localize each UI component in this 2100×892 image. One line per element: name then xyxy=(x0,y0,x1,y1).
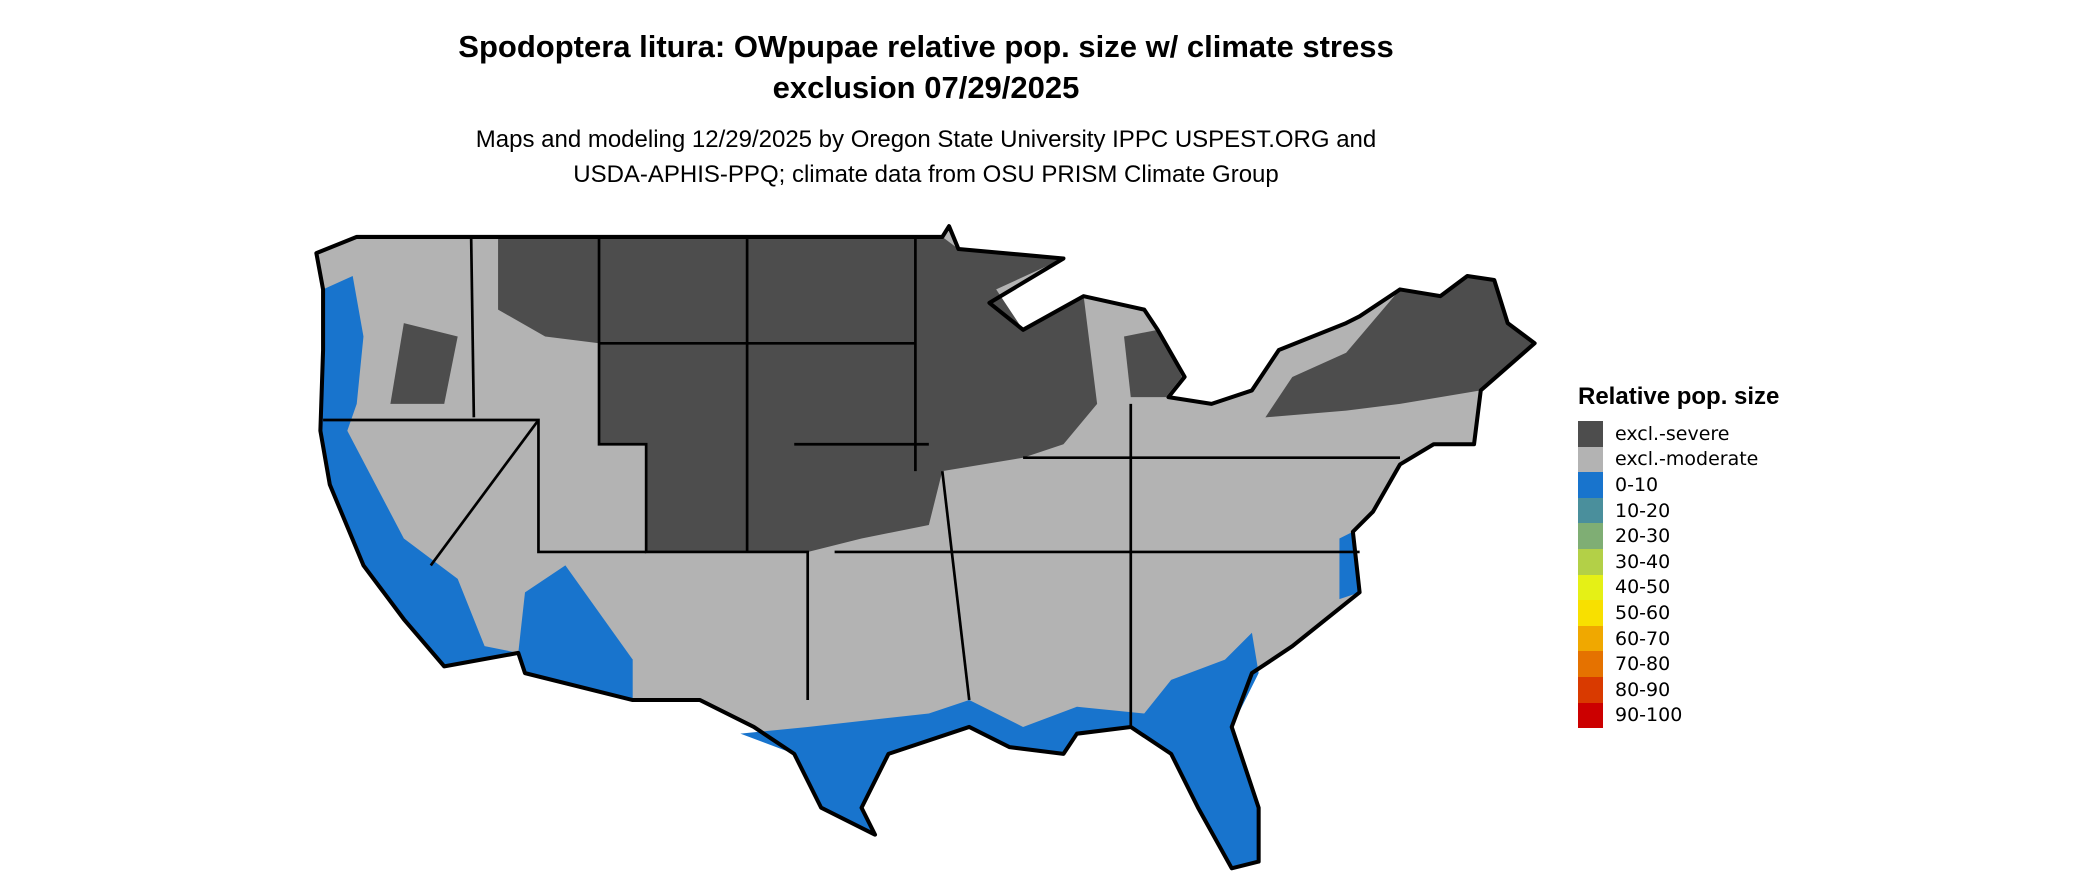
legend-swatch xyxy=(1578,548,1603,575)
legend-item: excl.-moderate xyxy=(1578,446,1779,473)
legend-label: 60-70 xyxy=(1615,627,1671,650)
legend-label: 50-60 xyxy=(1615,601,1671,624)
legend-label: 30-40 xyxy=(1615,550,1671,573)
legend-swatch xyxy=(1578,625,1603,652)
legend-item: 60-70 xyxy=(1578,625,1779,652)
legend-item: 30-40 xyxy=(1578,548,1779,575)
legend-label: 40-50 xyxy=(1615,576,1671,599)
map-title-line2: exclusion 07/29/2025 xyxy=(772,70,1080,105)
border-ca-nv xyxy=(323,418,647,554)
border-nv-ca xyxy=(429,419,540,567)
legend-swatch xyxy=(1578,574,1603,601)
region-0-10-arizona xyxy=(518,565,633,701)
border-ms-river xyxy=(940,471,971,701)
region-0-10-gulf-florida xyxy=(740,632,1259,869)
border-co-tx xyxy=(597,236,810,701)
legend-item: 40-50 xyxy=(1578,574,1779,601)
map-subtitle-line2: USDA-APHIS-PPQ; climate data from OSU PR… xyxy=(573,161,1279,188)
legend-item: excl.-severe xyxy=(1578,421,1779,447)
legend: Relative pop. size excl.-severe excl.-mod… xyxy=(1578,383,1780,729)
legend-swatch xyxy=(1578,651,1603,677)
legend-title: Relative pop. size xyxy=(1578,383,1780,410)
region-excl-severe-plains xyxy=(498,236,1098,552)
legend-swatch xyxy=(1578,676,1603,703)
legend-swatch xyxy=(1578,472,1603,498)
legend-swatch xyxy=(1578,446,1603,473)
region-0-10-pacific xyxy=(320,275,519,667)
legend-label: 10-20 xyxy=(1615,499,1671,522)
region-excl-severe-northeast xyxy=(1265,275,1535,418)
map-subtitle-line1: Maps and modeling 12/29/2025 by Oregon S… xyxy=(475,126,1377,153)
legend-swatch xyxy=(1578,702,1603,729)
region-excl-severe-oregon xyxy=(390,323,458,404)
legend-swatch xyxy=(1578,421,1603,447)
us-outline xyxy=(314,224,1537,871)
legend-item: 70-80 xyxy=(1578,651,1779,677)
map-title-line1: Spodoptera litura: OWpupae relative pop.… xyxy=(458,29,1394,64)
legend-label: 70-80 xyxy=(1615,653,1671,676)
legend-item: 0-10 xyxy=(1578,472,1779,498)
legend-label: 0-10 xyxy=(1615,473,1659,496)
legend-swatch xyxy=(1578,497,1603,524)
legend-swatch xyxy=(1578,600,1603,626)
legend-label: excl.-moderate xyxy=(1615,448,1759,471)
border-id-mt xyxy=(469,236,476,418)
legend-label: 90-100 xyxy=(1615,704,1683,727)
region-excl-severe-michigan xyxy=(1124,329,1182,398)
legend-item: 90-100 xyxy=(1578,702,1779,729)
legend-item: 50-60 xyxy=(1578,600,1779,626)
legend-item: 10-20 xyxy=(1578,497,1779,524)
legend-item: 80-90 xyxy=(1578,676,1779,703)
legend-label: 80-90 xyxy=(1615,678,1671,701)
legend-item: 20-30 xyxy=(1578,523,1779,549)
legend-swatch xyxy=(1578,523,1603,549)
legend-label: 20-30 xyxy=(1615,525,1671,548)
legend-label: excl.-severe xyxy=(1615,422,1730,445)
